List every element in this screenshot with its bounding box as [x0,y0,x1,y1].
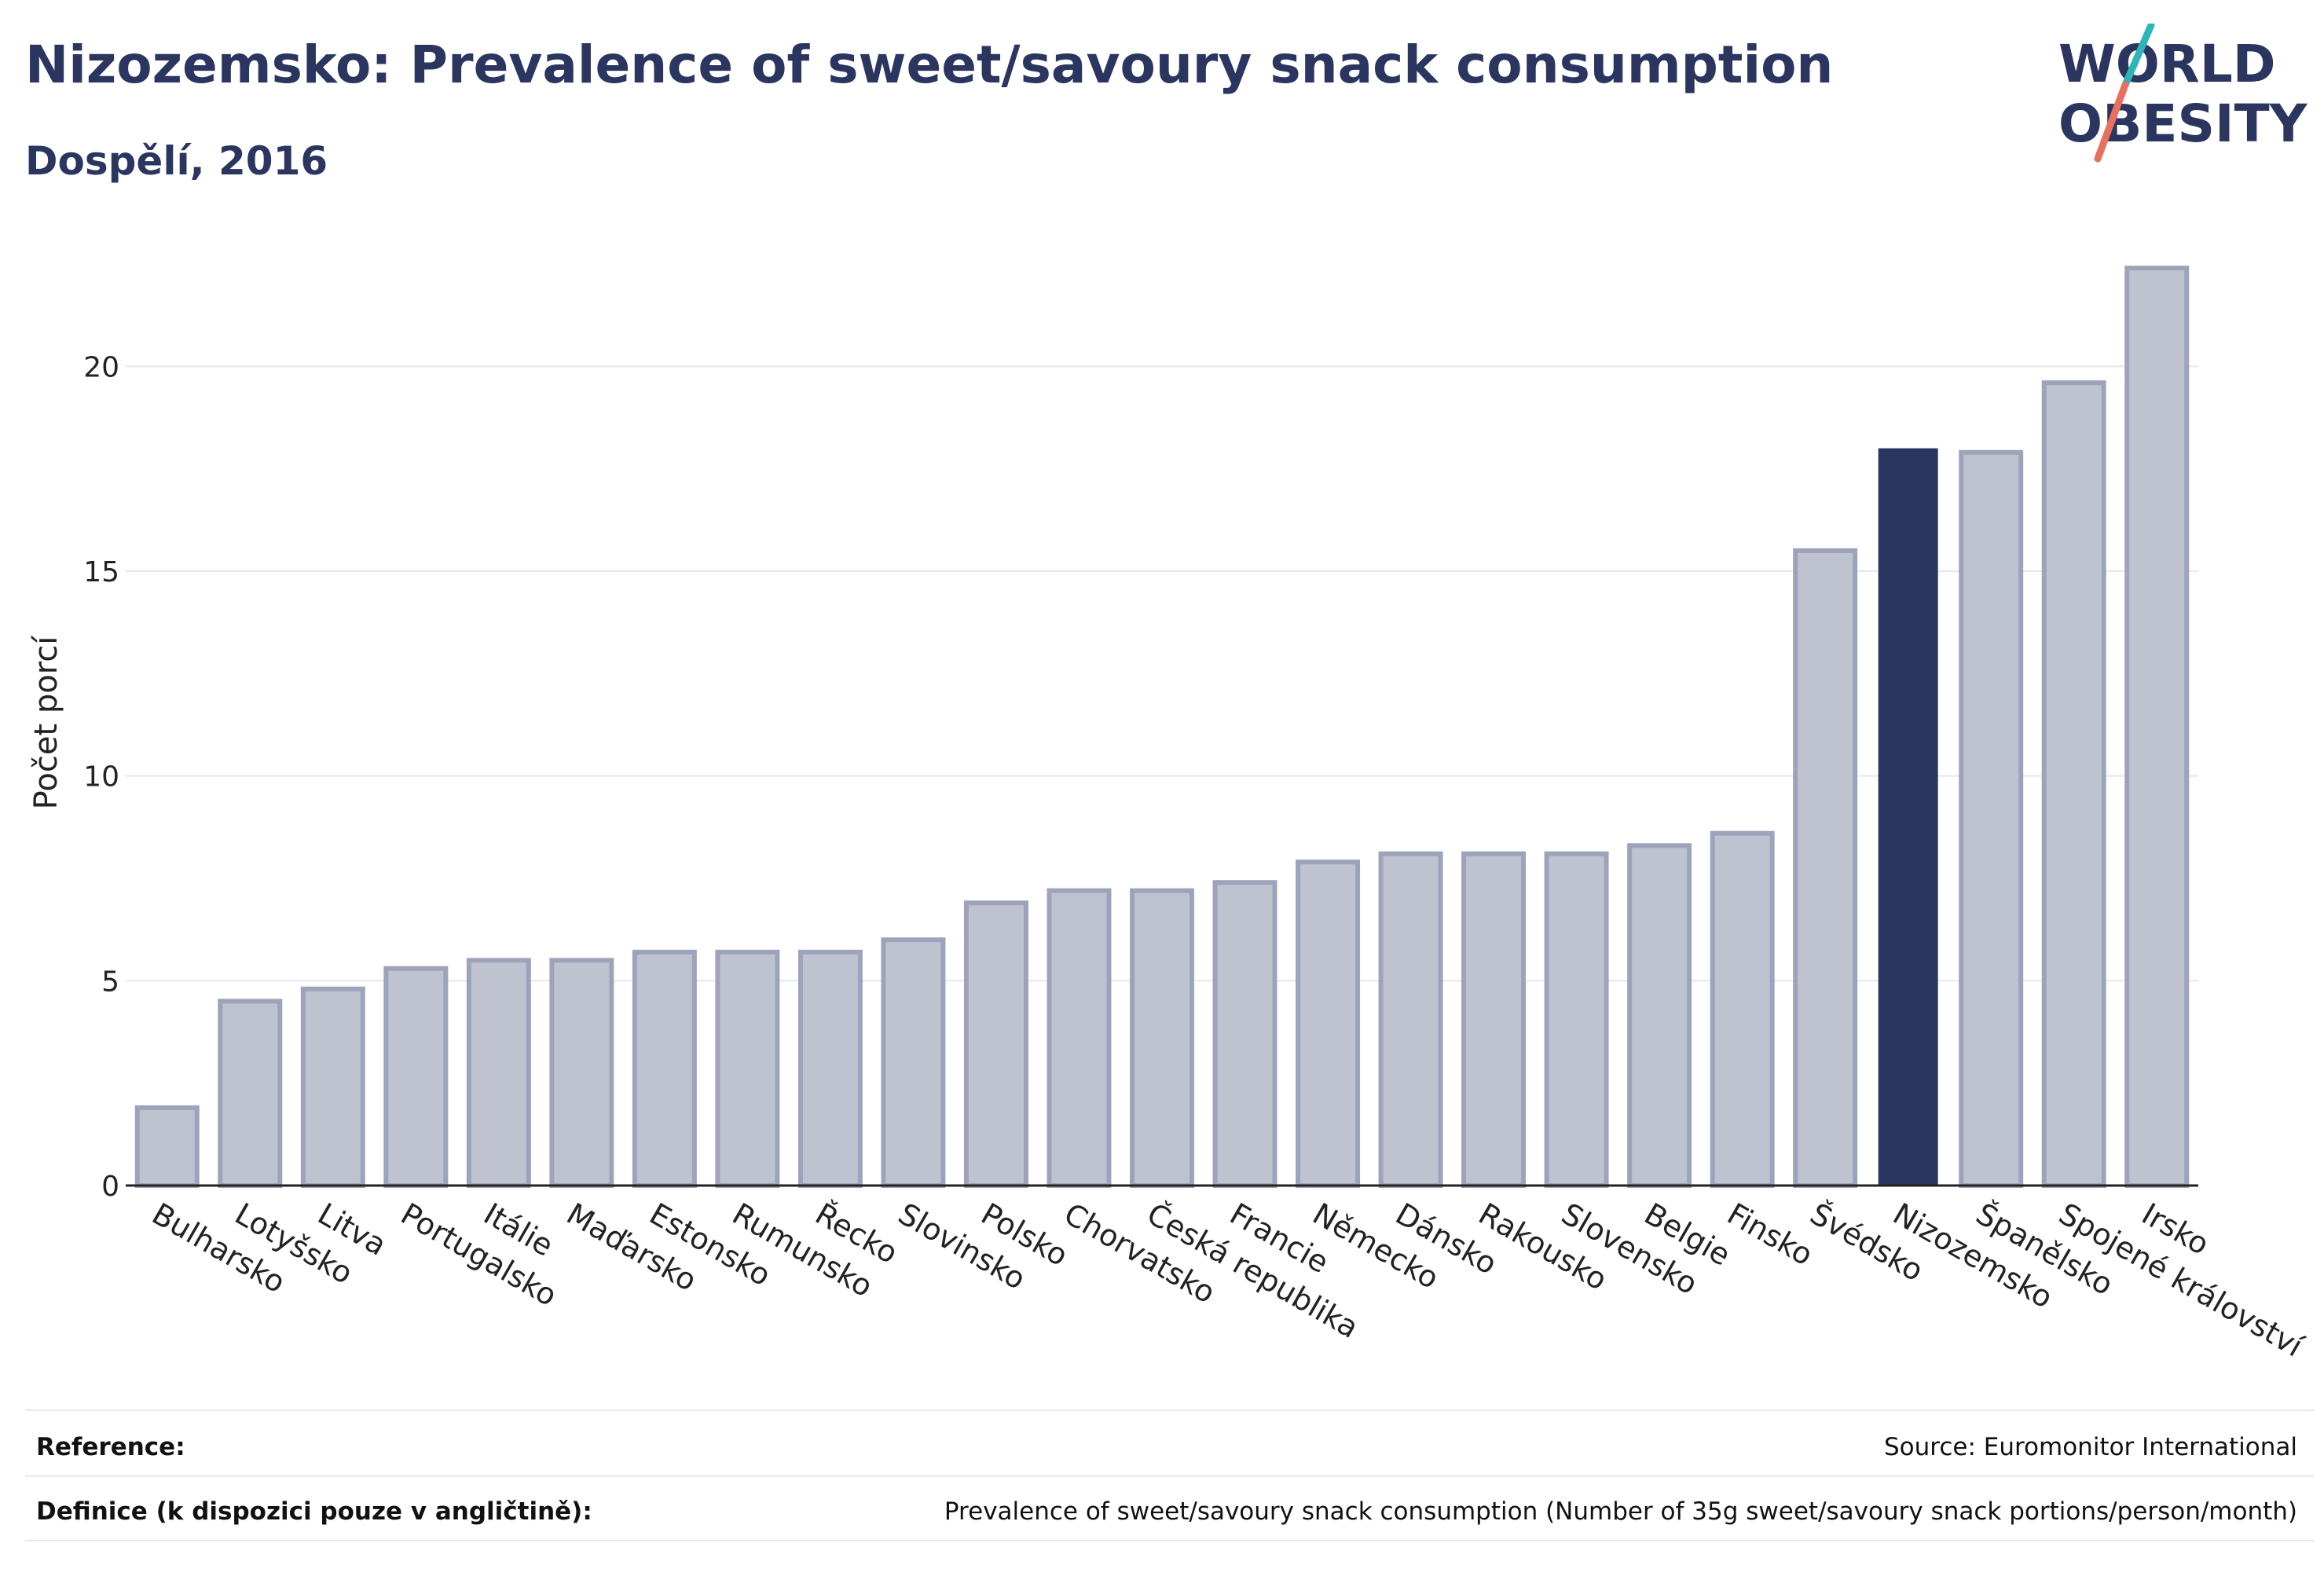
bar [2041,380,2106,1189]
y-tick-label: 5 [101,966,119,998]
y-tick-label: 15 [83,556,119,588]
bar [1296,859,1361,1188]
bar [1130,888,1194,1188]
bar [1047,888,1112,1188]
logo-slash-teal [2121,24,2155,89]
bar [1212,880,1277,1189]
bar [1627,843,1692,1188]
bar [134,1105,200,1188]
bar [1461,851,1527,1188]
bar [1959,449,2024,1188]
bar-highlight [1878,448,1938,1186]
chart-title: Nizozemsko: Prevalence of sweet/savoury … [25,35,1834,95]
definition-value: Prevalence of sweet/savoury snack consum… [944,1497,2297,1526]
footer-divider-top [25,1409,2315,1411]
bar [1378,851,1443,1188]
reference-label: Reference: [36,1433,185,1461]
bar [549,958,614,1189]
logo-line1: WORLD [2058,34,2276,94]
y-tick-label: 20 [83,351,119,383]
world-obesity-logo: WORLD OBESITY [2058,24,2308,163]
bar [1710,830,1775,1188]
bar [2124,266,2190,1188]
bar [881,937,946,1188]
reference-value: Source: Euromonitor International [1883,1433,2297,1461]
logo-slash-coral [2094,81,2129,163]
bar [300,986,365,1189]
bar [963,900,1028,1189]
bar [632,949,697,1188]
bar [797,949,863,1188]
bar [1793,548,1858,1188]
footer-divider-bottom [25,1540,2315,1541]
y-axis-label: Počet porcí [28,635,64,810]
bar [383,966,449,1189]
bar [1544,851,1609,1188]
x-tick-label: Finsko [1721,1197,1819,1273]
y-tick-label: 10 [83,761,119,793]
y-tick-label: 0 [101,1171,119,1203]
footer-divider-middle [25,1475,2315,1477]
bars [134,266,2190,1189]
bar [218,999,283,1189]
y-axis-ticks: 0 5 10 15 20 [83,351,119,1203]
bar [715,949,780,1188]
definition-label: Definice (k dispozici pouze v angličtině… [36,1497,592,1526]
chart-subtitle: Dospělí, 2016 [25,138,328,184]
bar [466,958,531,1189]
